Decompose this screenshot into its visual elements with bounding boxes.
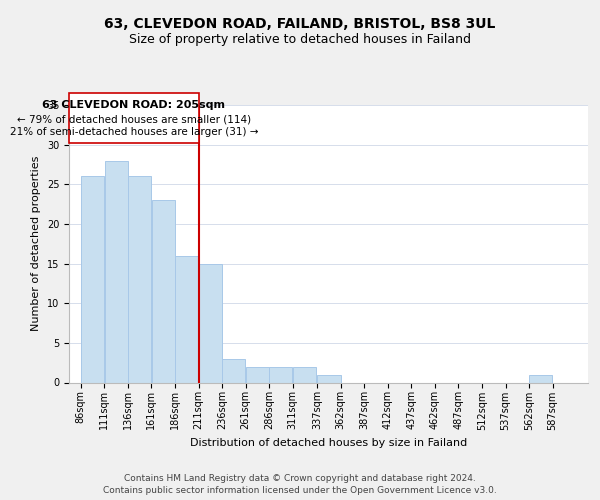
Text: Contains public sector information licensed under the Open Government Licence v3: Contains public sector information licen… [103, 486, 497, 495]
Bar [152, 200, 175, 382]
Bar [175, 256, 198, 382]
Text: 21% of semi-detached houses are larger (31) →: 21% of semi-detached houses are larger (… [10, 127, 258, 137]
Bar [128, 176, 151, 382]
FancyBboxPatch shape [69, 93, 199, 143]
Bar [269, 366, 292, 382]
Bar [104, 160, 128, 382]
Text: Size of property relative to detached houses in Failand: Size of property relative to detached ho… [129, 32, 471, 46]
Bar [222, 358, 245, 382]
Bar [529, 374, 553, 382]
Text: ← 79% of detached houses are smaller (114): ← 79% of detached houses are smaller (11… [17, 114, 251, 124]
Text: 63 CLEVEDON ROAD: 205sqm: 63 CLEVEDON ROAD: 205sqm [42, 100, 225, 110]
Bar [199, 264, 222, 382]
Bar [246, 366, 269, 382]
Bar [81, 176, 104, 382]
Bar [317, 374, 341, 382]
Y-axis label: Number of detached properties: Number of detached properties [31, 156, 41, 332]
Text: Contains HM Land Registry data © Crown copyright and database right 2024.: Contains HM Land Registry data © Crown c… [124, 474, 476, 483]
Bar [293, 366, 316, 382]
X-axis label: Distribution of detached houses by size in Failand: Distribution of detached houses by size … [190, 438, 467, 448]
Text: 63, CLEVEDON ROAD, FAILAND, BRISTOL, BS8 3UL: 63, CLEVEDON ROAD, FAILAND, BRISTOL, BS8… [104, 18, 496, 32]
